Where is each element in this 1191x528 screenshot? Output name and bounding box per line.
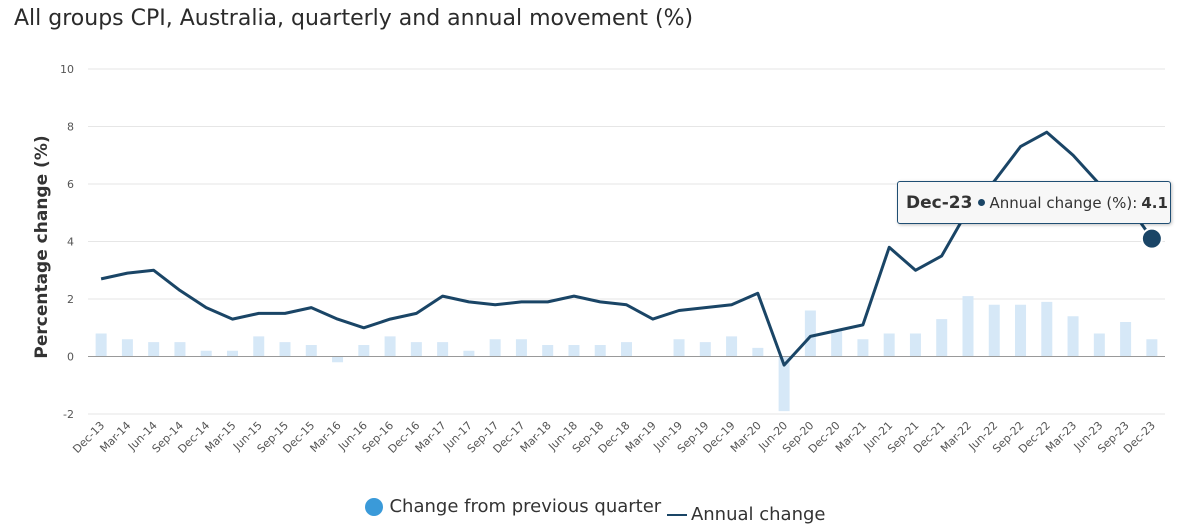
y-tick-label: 8 <box>67 121 74 134</box>
bar-Mar-20[interactable] <box>752 347 764 357</box>
bar-Dec-23[interactable] <box>1146 339 1158 357</box>
bar-Mar-21[interactable] <box>857 339 869 357</box>
y-tick-label: 10 <box>60 63 74 76</box>
bar-Dec-13[interactable] <box>95 333 107 357</box>
hover-marker <box>1140 227 1163 250</box>
bar-Mar-23[interactable] <box>1067 316 1079 357</box>
y-tick-label: 0 <box>67 351 74 364</box>
bar-Dec-14[interactable] <box>200 350 212 357</box>
bar-Sep-16[interactable] <box>384 336 396 357</box>
tooltip-period: Dec-23 <box>906 192 973 213</box>
tooltip-dot-icon <box>978 199 986 206</box>
bar-Dec-21[interactable] <box>936 319 948 357</box>
legend: Change from previous quarter Annual chan… <box>0 496 1191 525</box>
bar-Dec-18[interactable] <box>621 342 632 357</box>
bar-Jun-23[interactable] <box>1093 333 1105 357</box>
legend-label-annual: Annual change <box>690 504 826 525</box>
hover-point-Dec-23[interactable] <box>1140 227 1163 250</box>
bar-Dec-17[interactable] <box>515 339 527 357</box>
bar-Jun-19[interactable] <box>673 339 685 357</box>
y-tick-label: 6 <box>67 178 74 191</box>
bar-Jun-15[interactable] <box>253 336 265 357</box>
tooltip: Dec-23 Annual change (%): 4.1 <box>897 181 1171 224</box>
bar-Jun-21[interactable] <box>883 333 895 357</box>
bar-Sep-23[interactable] <box>1120 322 1132 357</box>
bar-Mar-18[interactable] <box>542 345 554 357</box>
bar-Sep-14[interactable] <box>174 342 186 357</box>
bar-Mar-22[interactable] <box>962 296 974 357</box>
legend-circle-icon <box>365 497 384 516</box>
bar-Sep-19[interactable] <box>699 342 711 357</box>
bar-Jun-18[interactable] <box>568 345 580 357</box>
bar-Dec-19[interactable] <box>726 336 738 357</box>
tooltip-value: 4.1 <box>1141 193 1168 212</box>
bar-Sep-22[interactable] <box>1015 304 1027 357</box>
bar-Mar-15[interactable] <box>226 350 238 357</box>
legend-item-quarterly[interactable]: Change from previous quarter <box>365 496 661 517</box>
bar-Dec-15[interactable] <box>305 345 317 357</box>
x-tick-labels: Dec-13Mar-14Jun-14Sep-14Dec-14Mar-15Jun-… <box>70 419 1158 456</box>
tooltip-label: Annual change (%): <box>989 193 1138 212</box>
y-axis-title: Percentage change (%) <box>32 135 52 358</box>
bar-Sep-18[interactable] <box>594 345 606 357</box>
legend-line-icon <box>666 513 687 516</box>
bar-Sep-15[interactable] <box>279 342 291 357</box>
bar-Mar-17[interactable] <box>437 342 449 357</box>
y-tick-labels: -2 0 2 4 6 8 10 <box>60 63 74 421</box>
bar-Sep-20[interactable] <box>804 310 816 357</box>
quarterly-bars <box>95 296 1158 412</box>
bar-Dec-22[interactable] <box>1041 301 1053 357</box>
bar-Jun-14[interactable] <box>148 342 160 357</box>
bar-Sep-21[interactable] <box>909 333 921 357</box>
bar-Mar-14[interactable] <box>121 339 133 357</box>
bar-Sep-17[interactable] <box>489 339 501 357</box>
bar-Jun-17[interactable] <box>463 350 475 357</box>
grid-lines <box>88 68 1165 415</box>
bar-Mar-16[interactable] <box>332 356 344 363</box>
y-tick-label: -2 <box>63 408 74 421</box>
chart-title: All groups CPI, Australia, quarterly and… <box>14 6 694 31</box>
bar-Dec-16[interactable] <box>410 342 422 357</box>
legend-item-annual[interactable]: Annual change <box>666 504 826 525</box>
bar-Jun-22[interactable] <box>988 304 1000 357</box>
y-tick-label: 2 <box>67 293 74 306</box>
y-tick-label: 4 <box>67 236 74 249</box>
bar-Dec-20[interactable] <box>831 330 843 357</box>
bar-Jun-16[interactable] <box>358 345 370 357</box>
legend-label-quarterly: Change from previous quarter <box>389 496 662 517</box>
bar-Jun-20[interactable] <box>778 356 790 412</box>
